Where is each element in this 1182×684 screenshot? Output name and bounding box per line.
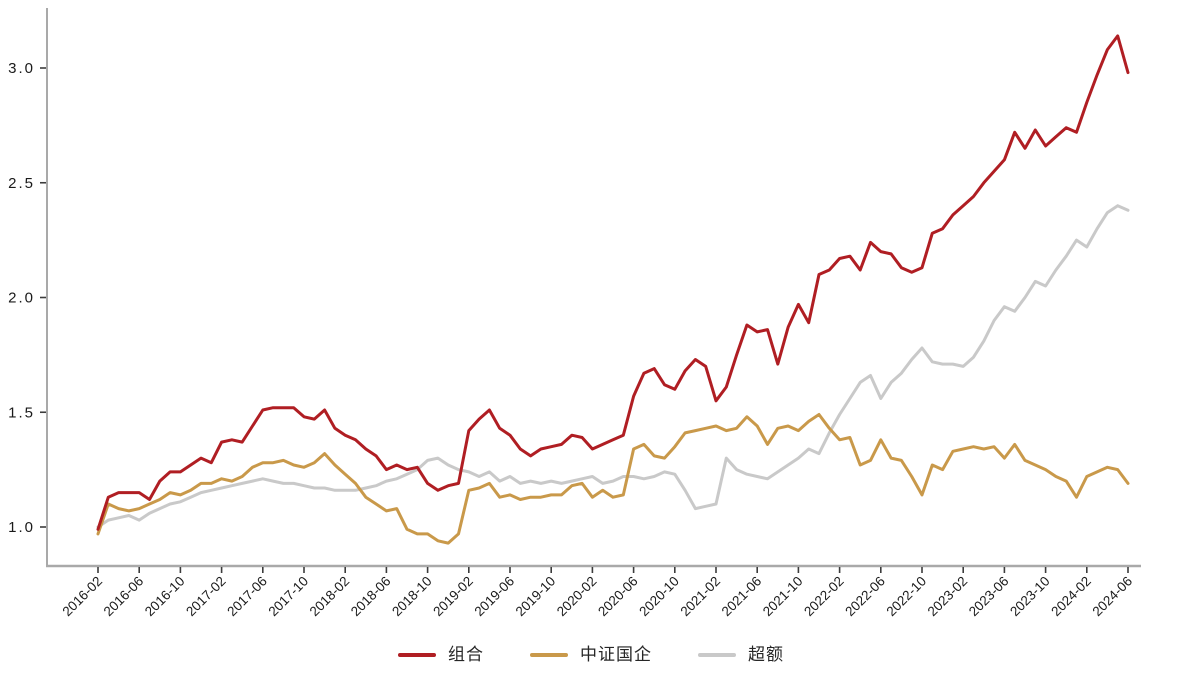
legend-label-portfolio: 组合 <box>448 645 484 664</box>
x-tick-label: 2021-10 <box>760 574 806 620</box>
x-tick-label: 2023-02 <box>925 574 971 620</box>
x-tick-label: 2022-10 <box>883 574 929 620</box>
csi-soe-line-swatch <box>530 652 568 657</box>
x-tick-label: 2024-02 <box>1048 574 1094 620</box>
x-tick-label: 2019-02 <box>430 574 476 620</box>
x-tick-label: 2021-06 <box>719 574 765 620</box>
x-tick-label: 2018-10 <box>389 574 435 620</box>
y-tick-label: 3.0 <box>8 60 35 77</box>
x-tick-label: 2022-06 <box>842 574 888 620</box>
x-tick-label: 2016-06 <box>101 574 147 620</box>
y-tick-label: 1.0 <box>8 519 35 536</box>
legend-item-excess: 超额 <box>698 646 784 663</box>
x-tick-label: 2017-02 <box>183 574 229 620</box>
x-tick-label: 2018-06 <box>348 574 394 620</box>
legend-label-excess: 超额 <box>748 645 784 664</box>
x-tick-label: 2018-02 <box>307 574 353 620</box>
portfolio-line-swatch <box>398 652 436 657</box>
legend-item-csi-soe: 中证国企 <box>530 646 652 663</box>
y-tick-label: 1.5 <box>8 404 35 421</box>
legend-label-csi-soe: 中证国企 <box>580 645 652 664</box>
x-tick-label: 2019-10 <box>513 574 559 620</box>
x-tick-label: 2020-06 <box>595 574 641 620</box>
x-tick-label: 2017-06 <box>224 574 270 620</box>
x-tick-label: 2016-10 <box>142 574 188 620</box>
legend-item-portfolio: 组合 <box>398 646 484 663</box>
series-line-2 <box>96 204 1130 529</box>
x-tick-label: 2021-02 <box>677 574 723 620</box>
x-tick-label: 2020-02 <box>554 574 600 620</box>
series-line-0 <box>96 34 1130 531</box>
y-tick-label: 2.5 <box>8 175 35 192</box>
x-tick-label: 2020-10 <box>636 574 682 620</box>
x-tick-label: 2024-06 <box>1089 574 1135 620</box>
chart-legend: 组合 中证国企 超额 <box>398 646 784 663</box>
x-tick-label: 2023-06 <box>966 574 1012 620</box>
excess-line-swatch <box>698 652 736 657</box>
x-tick-label: 2022-02 <box>801 574 847 620</box>
x-tick-label: 2016-02 <box>59 574 105 620</box>
series-line-1 <box>96 413 1130 545</box>
x-tick-label: 2023-10 <box>1007 574 1053 620</box>
x-tick-label: 2019-06 <box>471 574 517 620</box>
x-tick-label: 2017-10 <box>265 574 311 620</box>
y-tick-label: 2.0 <box>8 290 35 307</box>
